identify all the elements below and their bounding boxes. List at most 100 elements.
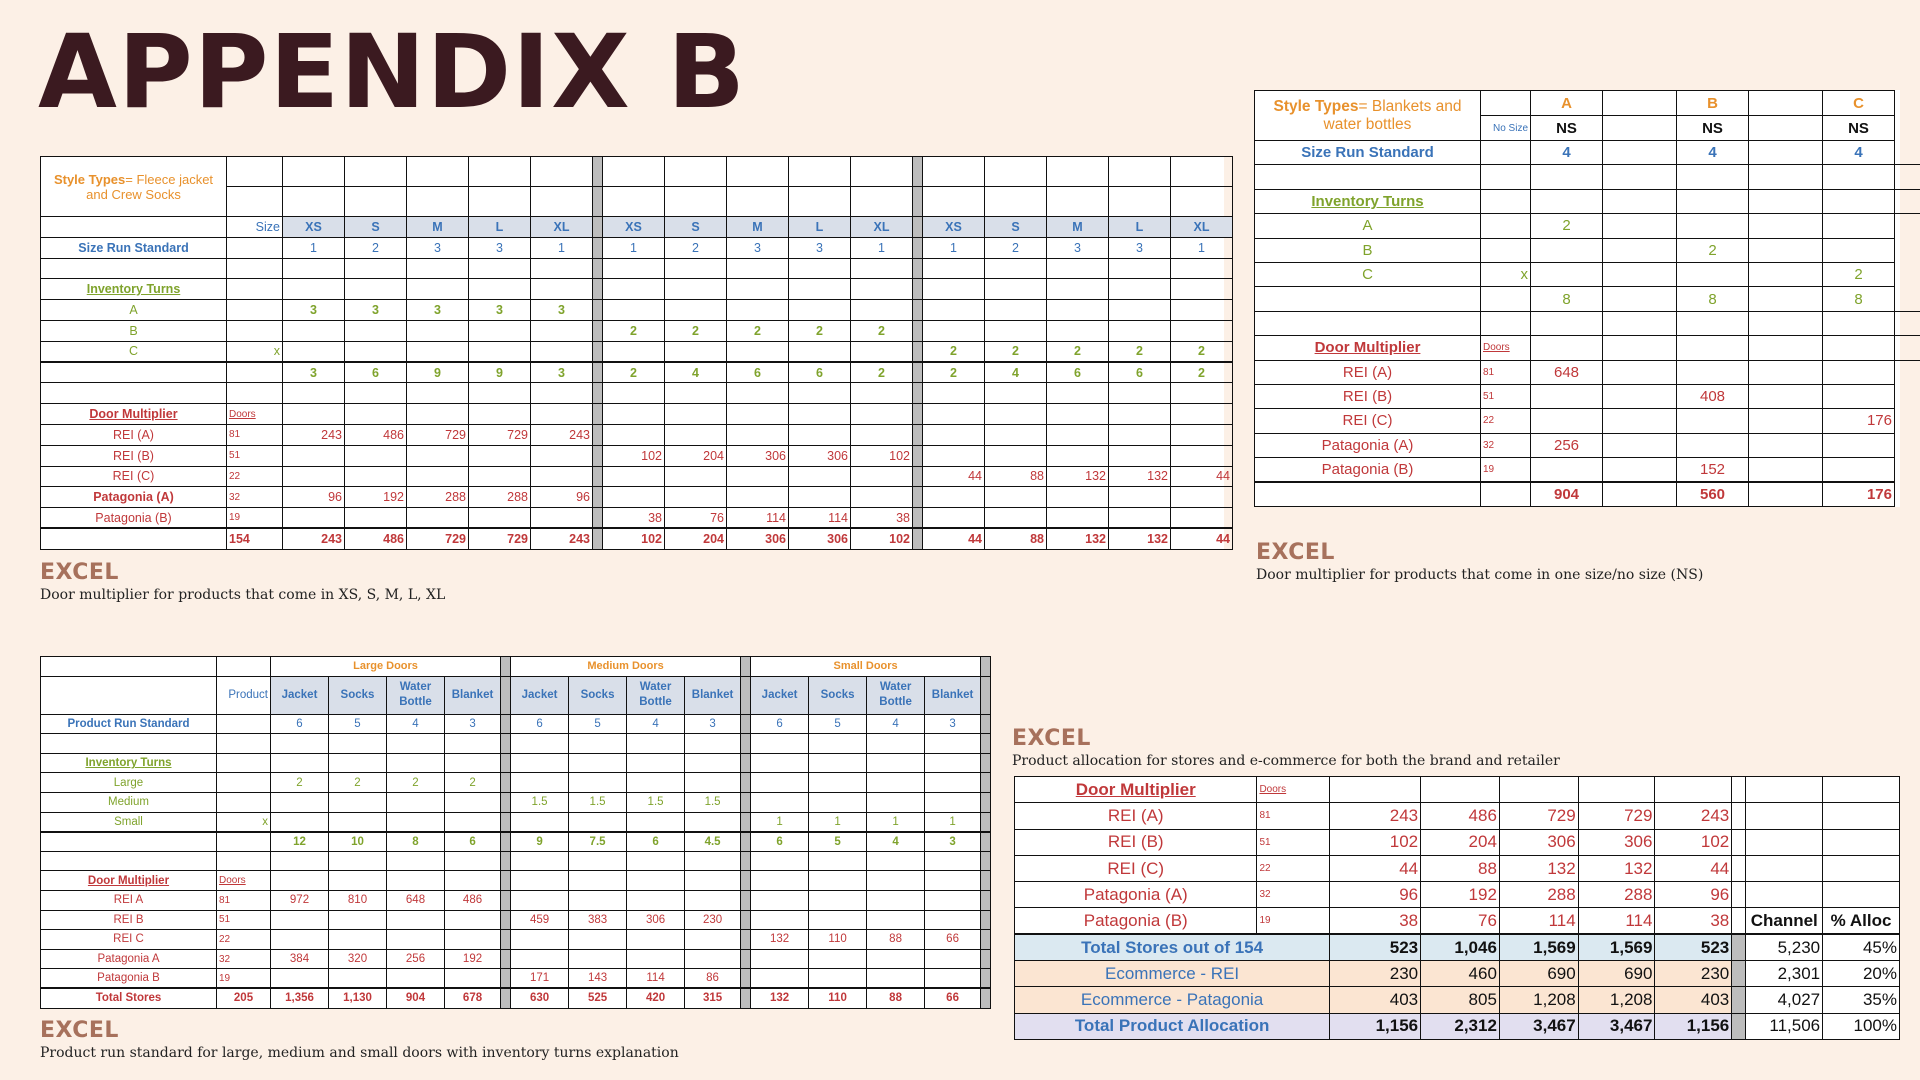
door-value — [684, 889, 742, 911]
door-value: 76 — [1420, 907, 1500, 936]
product-header: Socks — [328, 675, 387, 715]
door-label: REI (A) — [40, 423, 227, 446]
group-separator — [912, 507, 923, 530]
door-value — [626, 889, 686, 911]
empty-cell — [1602, 408, 1677, 434]
door-value — [1108, 486, 1171, 509]
door-value: 486 — [1420, 802, 1500, 830]
group-separator — [740, 831, 752, 852]
size-run-value: 1 — [922, 236, 985, 259]
door-value: 810 — [328, 889, 387, 911]
turn-value — [808, 772, 868, 793]
door-value — [468, 507, 531, 530]
group-separator — [592, 444, 603, 467]
empty-cell — [808, 870, 868, 891]
table-row: REI B 51 459 383 306 230 — [40, 909, 992, 931]
turn-value: 2 — [850, 319, 913, 342]
summary-label: Total Product Allocation — [1013, 1012, 1331, 1040]
table-row: Ecommerce - Patagonia 403 805 1,208 1,208 403… — [1013, 986, 1900, 1014]
empty-cell — [1046, 382, 1109, 405]
group-separator — [592, 156, 603, 187]
door-value — [282, 444, 345, 467]
table-row: Size Run Standard 4 4 4 — [1254, 139, 1920, 166]
group-separator — [592, 236, 603, 259]
empty-cell — [1254, 164, 1481, 190]
door-count: 22 — [1480, 408, 1531, 434]
empty-cell — [750, 733, 810, 754]
turn-value — [510, 811, 570, 833]
empty-cell — [386, 870, 445, 891]
empty-cell — [1420, 775, 1500, 804]
caption-heading: EXCEL — [40, 560, 119, 585]
turn-value: 3 — [530, 299, 593, 321]
empty-cell — [40, 216, 227, 238]
door-value — [328, 968, 387, 990]
empty-cell — [226, 236, 283, 259]
door-value — [922, 507, 985, 530]
door-value — [270, 909, 329, 931]
turn-value — [344, 340, 407, 364]
turn-total: 2 — [1170, 361, 1233, 384]
turn-value — [406, 319, 469, 342]
table-row: REI (B) 51 102 204 306 306 102 — [1013, 828, 1900, 856]
turn-total: 6 — [1108, 361, 1171, 384]
size-header: S — [664, 216, 727, 238]
empty-cell — [282, 382, 345, 405]
total-value: 306 — [726, 527, 789, 550]
door-value — [664, 423, 727, 446]
caption-heading: EXCEL — [40, 1018, 119, 1043]
empty-cell — [626, 870, 686, 891]
table-row: Large Doors Medium Doors Small Doors — [40, 656, 992, 677]
size-run-value: 3 — [1108, 236, 1171, 259]
door-label: REI (B) — [1254, 383, 1481, 410]
turn-value: 2 — [1170, 340, 1233, 364]
empty-cell — [1822, 802, 1900, 830]
turn-value — [1822, 237, 1895, 263]
door-value — [282, 465, 345, 488]
table-row: 12 10 8 6 9 7.5 6 4.5 6 5 4 3 — [40, 831, 992, 852]
empty-cell — [282, 156, 345, 187]
empty-cell — [468, 186, 531, 217]
door-multiplier-label: Door Multiplier — [1254, 335, 1481, 361]
empty-cell — [664, 186, 727, 217]
table-row: REI (C) 22 44 88 132 132 44 — [1013, 854, 1900, 883]
empty-cell — [510, 850, 570, 872]
product-header: Blanket — [443, 675, 502, 715]
door-value — [344, 465, 407, 488]
door-value: 729 — [1498, 802, 1579, 830]
empty-cell — [922, 278, 985, 301]
total-value: 88 — [984, 527, 1047, 550]
table-row: REI (B) 51 102 204 306 306 102 — [40, 444, 1233, 467]
door-value: 243 — [1654, 802, 1733, 830]
table-row: Patagonia (A) 32 256 — [1254, 432, 1920, 459]
empty-cell — [1602, 213, 1677, 239]
door-value: 102 — [602, 444, 665, 467]
turn-value — [684, 772, 742, 793]
door-value — [808, 909, 868, 931]
empty-cell — [568, 850, 628, 872]
total-value: 132 — [750, 987, 810, 1009]
door-value: 230 — [684, 909, 742, 931]
group-separator — [740, 987, 752, 1009]
group-separator — [912, 527, 923, 550]
door-value — [602, 465, 665, 488]
turn-total: 8 — [1530, 286, 1603, 312]
door-count: 19 — [226, 507, 283, 530]
empty-cell — [626, 850, 686, 872]
turn-total: 12 — [270, 831, 329, 852]
empty-cell — [866, 870, 926, 891]
group-separator — [740, 791, 752, 813]
empty-cell — [726, 186, 789, 217]
turn-total: 3 — [282, 361, 345, 384]
empty-cell — [1748, 457, 1823, 483]
total-value: 110 — [808, 987, 868, 1009]
turn-value: 3 — [344, 299, 407, 321]
empty-cell — [406, 382, 469, 405]
empty-cell — [866, 752, 926, 774]
total-value: 1,356 — [270, 987, 329, 1009]
door-value — [924, 909, 982, 931]
door-value — [922, 486, 985, 509]
empty-cell — [270, 850, 329, 872]
door-value — [850, 486, 913, 509]
